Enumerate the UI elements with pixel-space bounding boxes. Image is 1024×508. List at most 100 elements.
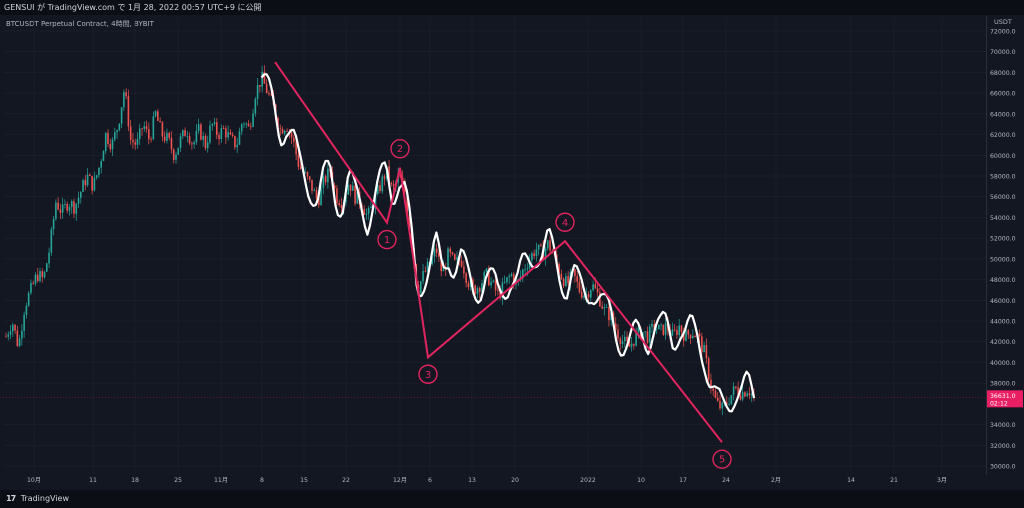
candle-body bbox=[621, 341, 624, 344]
candle-body bbox=[580, 292, 583, 298]
y-tick-label: 60000.0 bbox=[990, 153, 1016, 160]
y-tick-label: 30000.0 bbox=[990, 464, 1016, 471]
candle-body bbox=[370, 206, 372, 209]
candle-body bbox=[730, 395, 733, 404]
candle-body bbox=[138, 128, 141, 139]
candle-body bbox=[163, 136, 166, 141]
candle-body bbox=[741, 392, 744, 400]
candle-body bbox=[533, 253, 535, 257]
candle-body bbox=[680, 325, 683, 332]
candle-body bbox=[703, 345, 705, 353]
currency-label: USDT bbox=[994, 18, 1012, 26]
candle-body bbox=[497, 290, 499, 292]
candle-body bbox=[200, 124, 202, 140]
candle-body bbox=[601, 306, 603, 309]
candle-body bbox=[426, 261, 429, 272]
candle-body bbox=[463, 266, 465, 274]
candle-body bbox=[247, 123, 250, 127]
candle-body bbox=[127, 96, 130, 127]
candle-body bbox=[451, 252, 454, 255]
candle-body bbox=[116, 130, 118, 133]
candle-body bbox=[107, 132, 109, 145]
candle-body bbox=[483, 271, 486, 284]
y-tick-label: 64000.0 bbox=[990, 111, 1016, 118]
candle-body bbox=[510, 274, 513, 277]
candle-body bbox=[512, 274, 515, 285]
candle-body bbox=[70, 201, 73, 207]
candle-body bbox=[259, 85, 261, 87]
candle-body bbox=[712, 388, 714, 391]
candle-body bbox=[315, 190, 318, 200]
candle-body bbox=[349, 184, 352, 191]
candle-body bbox=[338, 203, 340, 206]
candle-body bbox=[594, 284, 597, 289]
candle-body bbox=[535, 249, 538, 257]
candle-body bbox=[204, 136, 207, 149]
candle-body bbox=[263, 71, 266, 84]
y-tick-label: 66000.0 bbox=[990, 91, 1016, 98]
candle-body bbox=[374, 193, 377, 209]
candle-body bbox=[744, 392, 746, 397]
publisher-header: GENSUI が TradingView.com で 1月 28, 2022 0… bbox=[0, 0, 1024, 15]
x-tick-label: 11月 bbox=[214, 477, 228, 484]
candle-body bbox=[363, 208, 365, 215]
candle-body bbox=[57, 202, 59, 210]
candle-body bbox=[61, 204, 64, 213]
candle-body bbox=[170, 137, 173, 150]
candle-body bbox=[191, 143, 193, 145]
candle-body bbox=[327, 168, 329, 183]
y-axis-labels: 72000.0 70000.0 68000.0 66000.0 64000.0 62000… bbox=[990, 29, 1016, 471]
candle-body bbox=[673, 329, 676, 331]
candle-body bbox=[25, 305, 28, 315]
candle-body bbox=[104, 132, 107, 152]
candle-body bbox=[93, 177, 96, 191]
candle-body bbox=[218, 135, 220, 140]
candle-body bbox=[68, 206, 71, 211]
candle-body bbox=[324, 176, 327, 183]
candle-body bbox=[494, 280, 497, 291]
candle-body bbox=[447, 248, 449, 269]
candle-body bbox=[449, 248, 452, 253]
candle-body bbox=[313, 190, 316, 191]
candle-body bbox=[206, 142, 209, 149]
x-tick-label: 12月 bbox=[393, 477, 407, 484]
candle-body bbox=[524, 269, 526, 271]
price-chart[interactable]: 1 2 3 4 5 72000.0 70000.0 68000.0 66000.0 64000.… bbox=[0, 0, 1024, 490]
y-tick-label: 62000.0 bbox=[990, 132, 1016, 139]
price-axis[interactable] bbox=[986, 16, 1024, 475]
candle-body bbox=[732, 386, 735, 396]
y-tick-label: 68000.0 bbox=[990, 70, 1016, 77]
x-axis-labels: 10月 11 18 25 11月 8 15 22 12月 6 13 20 2022 10 17 24 2月 14 2… bbox=[27, 477, 947, 484]
y-tick-label: 40000.0 bbox=[990, 360, 1016, 367]
y-tick-label: 42000.0 bbox=[990, 339, 1016, 346]
candle-body bbox=[701, 336, 703, 353]
candle-body bbox=[390, 182, 393, 184]
candle-body bbox=[707, 358, 710, 380]
candle-body bbox=[30, 282, 32, 294]
candle-body bbox=[225, 128, 227, 138]
candle-body bbox=[460, 260, 463, 267]
candle-body bbox=[102, 151, 105, 162]
wave-label-circle bbox=[377, 229, 397, 250]
candle-body bbox=[265, 83, 268, 94]
candle-body bbox=[220, 128, 223, 140]
candle-body bbox=[379, 185, 381, 192]
y-tick-label: 50000.0 bbox=[990, 256, 1016, 263]
candle-body bbox=[186, 136, 189, 138]
candle-body bbox=[590, 290, 592, 298]
x-tick-label: 25 bbox=[174, 477, 182, 484]
candle-body bbox=[118, 123, 121, 131]
candle-body bbox=[129, 126, 132, 140]
candle-body bbox=[202, 136, 204, 140]
candle-body bbox=[692, 336, 694, 339]
candle-body bbox=[367, 208, 370, 214]
candle-body bbox=[347, 184, 350, 195]
wave-label-5: 5 bbox=[719, 455, 725, 466]
x-tick-label: 22 bbox=[342, 477, 350, 484]
candle-body bbox=[614, 323, 617, 330]
candle-body bbox=[492, 280, 495, 282]
candle-body bbox=[250, 126, 252, 127]
candle-body bbox=[587, 293, 590, 298]
candle-body bbox=[705, 345, 708, 359]
x-tick-label: 17 bbox=[679, 477, 687, 484]
